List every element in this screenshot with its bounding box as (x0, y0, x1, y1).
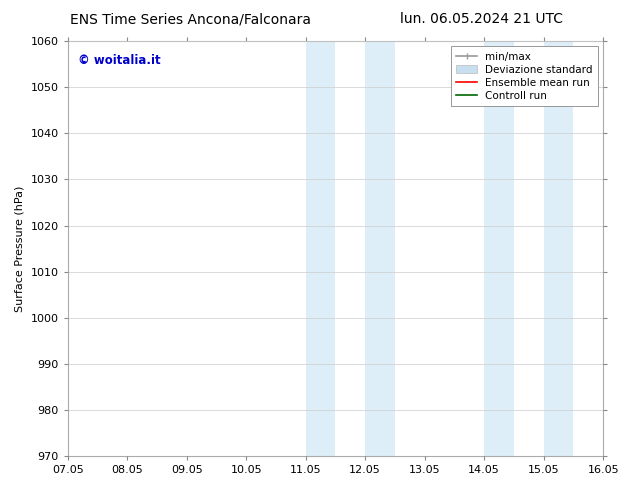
Text: ENS Time Series Ancona/Falconara: ENS Time Series Ancona/Falconara (70, 12, 311, 26)
Bar (544, 41, 573, 456)
Bar (306, 41, 335, 456)
Bar (365, 41, 395, 456)
Text: lun. 06.05.2024 21 UTC: lun. 06.05.2024 21 UTC (400, 12, 564, 26)
Legend: min/max, Deviazione standard, Ensemble mean run, Controll run: min/max, Deviazione standard, Ensemble m… (451, 47, 598, 106)
Y-axis label: Surface Pressure (hPa): Surface Pressure (hPa) (15, 185, 25, 312)
Bar (484, 41, 514, 456)
Text: © woitalia.it: © woitalia.it (79, 54, 161, 67)
